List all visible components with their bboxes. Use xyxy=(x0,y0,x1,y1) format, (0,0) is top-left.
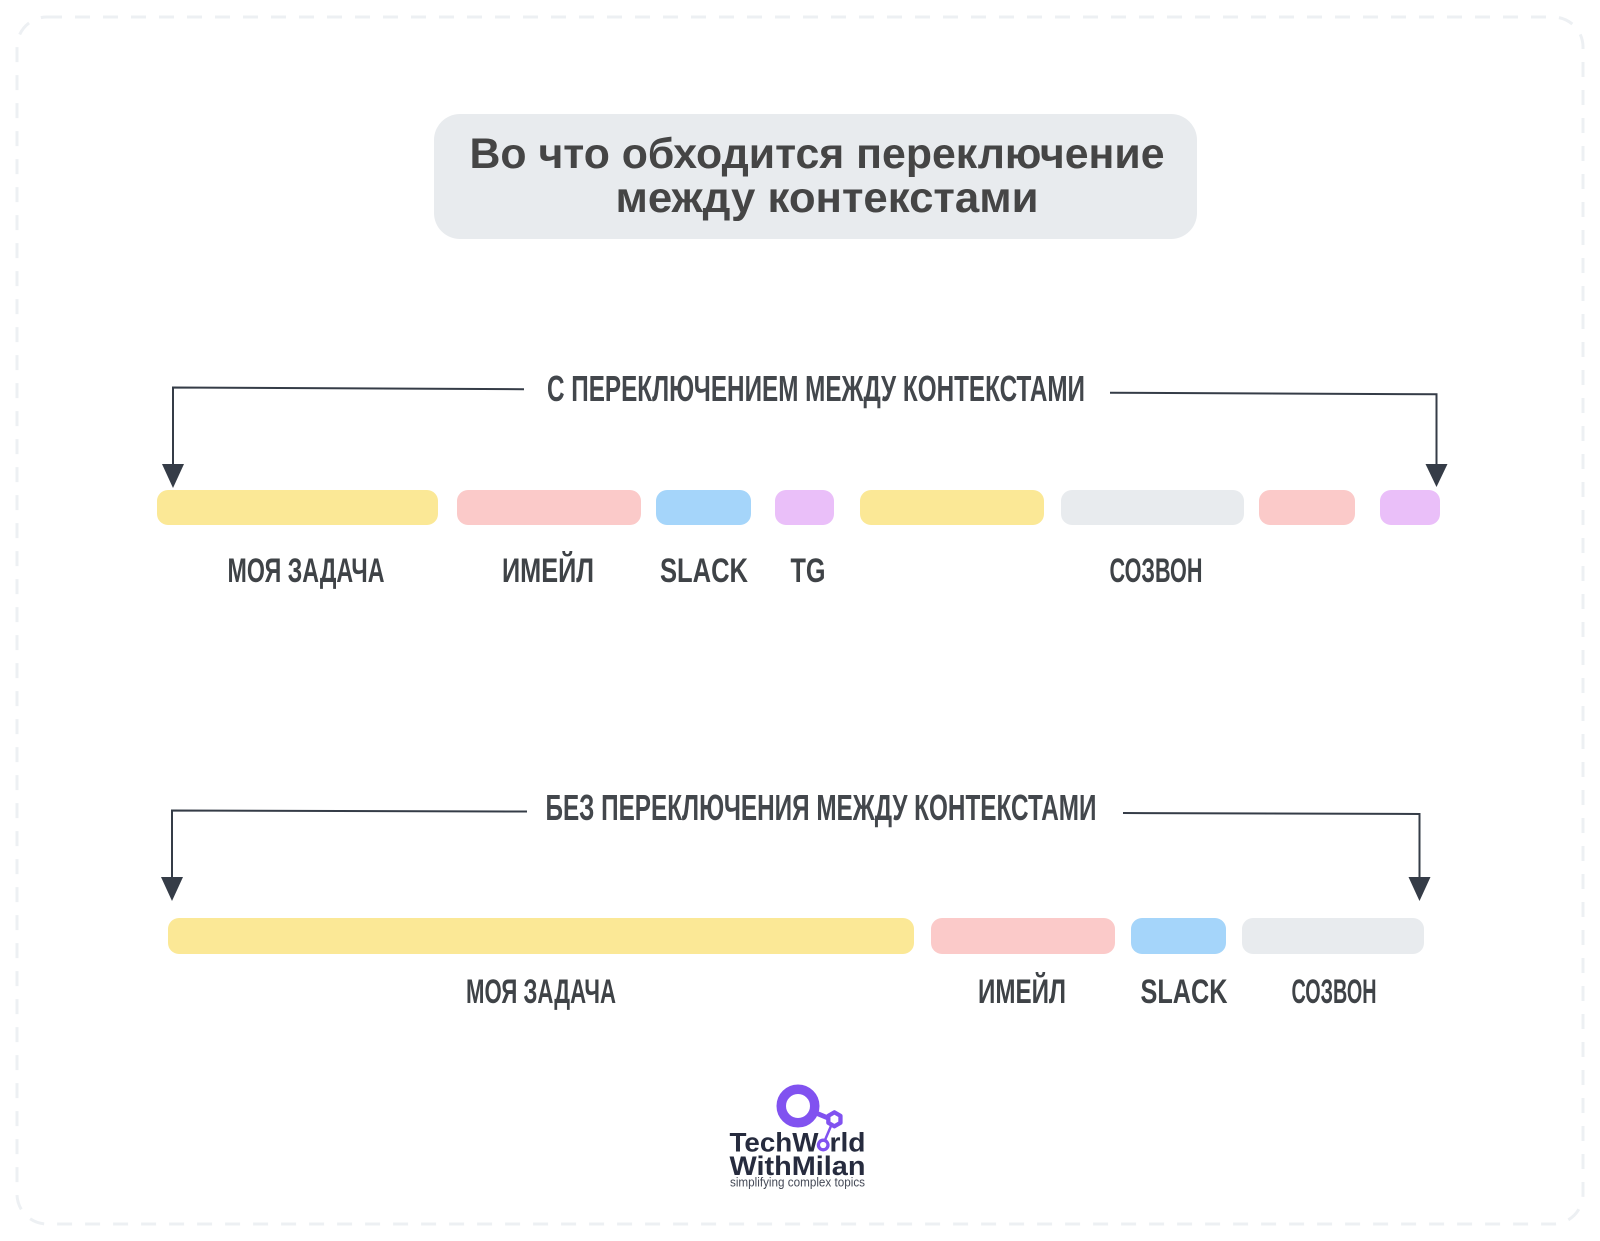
svg-text:WithMilan: WithMilan xyxy=(730,1151,866,1181)
svg-text:ИМЕЙЛ: ИМЕЙЛ xyxy=(978,972,1066,1011)
svg-text:simplifying complex topics: simplifying complex topics xyxy=(730,1176,865,1190)
svg-text:SLACK: SLACK xyxy=(660,552,748,590)
svg-text:БЕЗ ПЕРЕКЛЮЧЕНИЯ МЕЖДУ КОНТЕКС: БЕЗ ПЕРЕКЛЮЧЕНИЯ МЕЖДУ КОНТЕКСТАМИ xyxy=(546,787,1097,828)
svg-text:TechW: TechW xyxy=(730,1128,820,1158)
svg-text:МОЯ ЗАДАЧА: МОЯ ЗАДАЧА xyxy=(466,973,616,1011)
svg-text:МОЯ ЗАДАЧА: МОЯ ЗАДАЧА xyxy=(228,552,385,590)
svg-text:С ПЕРЕКЛЮЧЕНИЕМ МЕЖДУ КОНТЕКСТ: С ПЕРЕКЛЮЧЕНИЕМ МЕЖДУ КОНТЕКСТАМИ xyxy=(547,368,1085,409)
svg-text:TG: TG xyxy=(791,552,826,590)
svg-text:ИМЕЙЛ: ИМЕЙЛ xyxy=(502,551,594,590)
svg-text:СОЗВОН: СОЗВОН xyxy=(1292,973,1377,1011)
svg-text:СОЗВОН: СОЗВОН xyxy=(1110,552,1203,590)
svg-text:между контекстами: между контекстами xyxy=(616,174,1039,222)
svg-text:rld: rld xyxy=(830,1128,866,1158)
svg-text:SLACK: SLACK xyxy=(1141,973,1228,1011)
svg-text:Во что обходится переключение: Во что обходится переключение xyxy=(470,130,1165,178)
